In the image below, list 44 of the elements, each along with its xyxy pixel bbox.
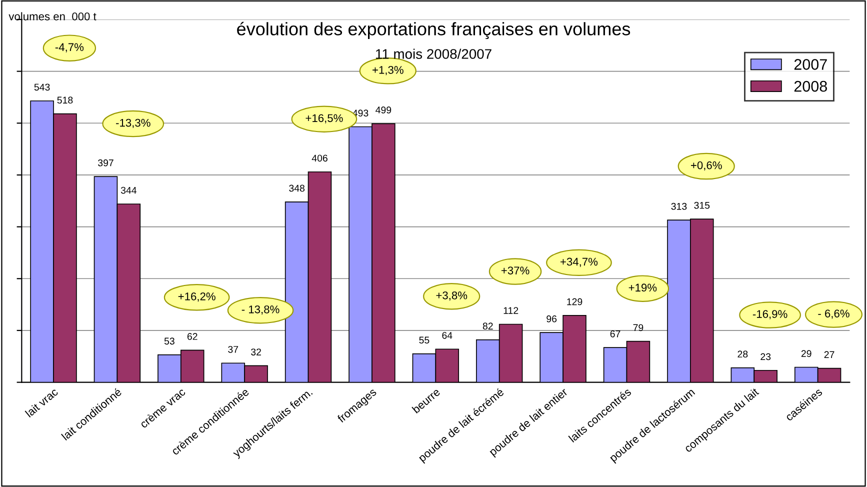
data-label: 82 — [482, 322, 493, 330]
data-label: 55 — [419, 336, 430, 344]
data-label: 313 — [671, 202, 687, 210]
x-tick-label: lait vrac — [24, 387, 59, 418]
annotation: +19% — [628, 284, 657, 292]
data-label: 32 — [251, 348, 261, 356]
data-label: 79 — [633, 324, 644, 332]
text: 11 mois 2008/2007 — [376, 48, 492, 59]
data-label: 344 — [120, 186, 137, 194]
data-label: 315 — [694, 202, 710, 209]
annotation: +37% — [501, 266, 530, 274]
data-label: 29 — [801, 350, 812, 358]
annotation: +34,7% — [560, 258, 598, 267]
data-label: 499 — [376, 106, 392, 114]
annotation: - 13,8% — [242, 305, 280, 315]
data-label: 96 — [546, 315, 557, 322]
annotation: - 6,6% — [818, 310, 850, 319]
data-label: 23 — [760, 353, 771, 360]
data-label: 28 — [738, 350, 748, 358]
annotation: +16,5% — [306, 114, 343, 124]
data-label: 348 — [289, 184, 305, 192]
data-label: 406 — [312, 154, 328, 162]
data-label: 112 — [504, 307, 518, 314]
data-label: 62 — [187, 333, 198, 340]
annotation: +1,3% — [372, 66, 404, 76]
data-label: 397 — [98, 159, 114, 166]
annotation: -16,9% — [752, 310, 788, 320]
annotation: -4,7% — [55, 43, 84, 52]
data-label: 53 — [164, 338, 174, 345]
legend-label: 2008 — [794, 80, 827, 92]
chart-title: évolution des exportations françaises en volumes — [237, 22, 630, 40]
data-label: 518 — [57, 96, 73, 104]
annotation: -13,3% — [116, 118, 150, 128]
annotation: +0,6% — [690, 161, 722, 171]
data-label: 543 — [34, 84, 50, 91]
annotation: +16,2% — [178, 292, 216, 302]
annotation: +3,8% — [436, 291, 468, 301]
data-label: 37 — [228, 346, 238, 353]
data-label: 27 — [824, 351, 834, 358]
data-label: 64 — [442, 332, 452, 339]
data-label: 67 — [610, 330, 620, 338]
legend-label: 2007 — [794, 59, 827, 70]
y-axis-title: volumes en 000 t — [8, 12, 96, 20]
data-label: 129 — [567, 298, 582, 306]
